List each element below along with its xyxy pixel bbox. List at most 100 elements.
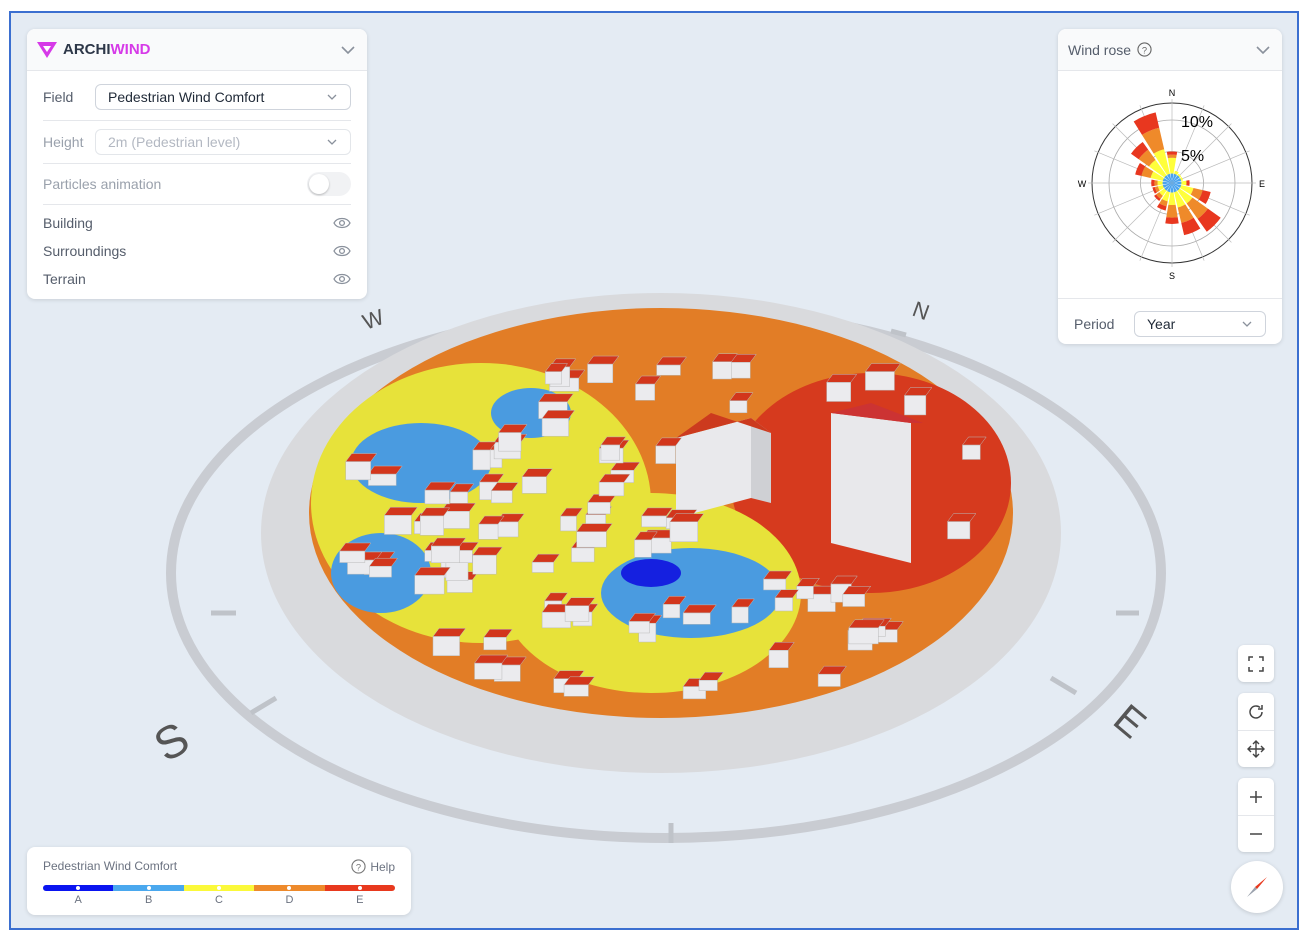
wind-rose-bar-W bbox=[1154, 180, 1158, 186]
wind-rose-bar-NNE bbox=[1174, 170, 1179, 175]
wind-rose-bar-S bbox=[1168, 192, 1176, 206]
wind-rose-bar-NW bbox=[1148, 159, 1167, 178]
help-icon: ? bbox=[351, 859, 366, 874]
building bbox=[424, 481, 456, 505]
building bbox=[430, 537, 467, 563]
wind-rose-bar-WNW bbox=[1141, 166, 1154, 179]
building bbox=[587, 494, 617, 515]
building bbox=[768, 642, 795, 668]
svg-text:?: ? bbox=[356, 862, 361, 872]
building bbox=[598, 473, 631, 497]
wind-rose-bar-SW bbox=[1159, 188, 1167, 196]
building bbox=[698, 671, 724, 691]
zoom-in-button[interactable] bbox=[1238, 778, 1274, 815]
wind-rose-bar-SSE bbox=[1181, 217, 1201, 236]
period-select[interactable]: Year bbox=[1134, 310, 1266, 337]
wind-rose-panel: Wind rose ? N S E W 5% 10% Period Year bbox=[1058, 29, 1282, 344]
wind-rose-bar-ESE bbox=[1198, 190, 1211, 205]
wind-rose-bar-WNW bbox=[1135, 162, 1146, 176]
wind-rose-label: W bbox=[1078, 179, 1087, 189]
wind-rose-label: 5% bbox=[1181, 148, 1204, 165]
legend-swatch bbox=[324, 885, 395, 891]
wind-rose-bar-NNW bbox=[1153, 149, 1170, 175]
rotate-button[interactable] bbox=[1238, 693, 1274, 730]
building bbox=[472, 546, 503, 575]
legend-swatch bbox=[113, 885, 184, 891]
layer-row: Surroundings bbox=[43, 237, 351, 265]
building bbox=[774, 589, 800, 612]
compass-button[interactable] bbox=[1231, 861, 1283, 913]
building bbox=[541, 603, 578, 629]
wind-rose-bar-NW bbox=[1130, 141, 1149, 160]
zoom-group bbox=[1238, 778, 1274, 852]
wind-rose-bar-NW bbox=[1138, 149, 1156, 167]
building bbox=[864, 363, 901, 391]
legend-class-label: B bbox=[144, 894, 153, 906]
wind-rose-label: N bbox=[1169, 88, 1176, 98]
wind-rose-bar-ESE bbox=[1180, 185, 1194, 195]
wind-rose-bar-ESE bbox=[1190, 187, 1203, 200]
zoom-out-button[interactable] bbox=[1238, 815, 1274, 852]
wind-rose-bar-SSW bbox=[1161, 191, 1170, 202]
particles-toggle[interactable] bbox=[307, 172, 351, 196]
fullscreen-button[interactable] bbox=[1238, 645, 1274, 682]
viewport[interactable]: W N E S ARCHIWIND Field Pedestrian Wind … bbox=[9, 11, 1299, 930]
wind-rose-bar-SE bbox=[1177, 188, 1193, 204]
building bbox=[576, 523, 613, 548]
period-label: Period bbox=[1074, 315, 1115, 332]
wind-rose-bar-SSE bbox=[1172, 183, 1178, 193]
eye-icon[interactable] bbox=[333, 216, 351, 230]
collapse-chevron-icon[interactable] bbox=[339, 41, 357, 59]
building bbox=[544, 363, 569, 385]
collapse-chevron-icon[interactable] bbox=[1254, 41, 1272, 59]
wind-rose-bar-W bbox=[1162, 181, 1172, 185]
wind-rose-bar-SSW bbox=[1166, 183, 1172, 193]
wind-rose-bar-NNW bbox=[1133, 112, 1160, 135]
building bbox=[368, 557, 399, 578]
wind-rose-bar-SE bbox=[1197, 208, 1221, 232]
building bbox=[345, 453, 378, 481]
legend-panel: Pedestrian Wind Comfort ? Help A B C D E bbox=[27, 847, 411, 915]
wind-rose-bar-WSW bbox=[1152, 186, 1158, 194]
wind-rose-bar-WNW bbox=[1162, 177, 1172, 183]
building bbox=[483, 629, 513, 651]
help-icon[interactable]: ? bbox=[1137, 42, 1152, 57]
building bbox=[712, 353, 738, 380]
layer-row: Terrain bbox=[43, 265, 351, 293]
wind-rose-label: 10% bbox=[1181, 114, 1213, 131]
wind-rose-bar-S bbox=[1170, 183, 1174, 193]
pan-button[interactable] bbox=[1238, 730, 1274, 767]
layer-row: Building bbox=[43, 209, 351, 237]
building bbox=[947, 513, 977, 540]
building bbox=[474, 654, 509, 680]
legend-class-label: A bbox=[74, 894, 82, 906]
layer-label: Surroundings bbox=[43, 243, 127, 259]
wind-rose-bar-N bbox=[1170, 173, 1174, 183]
wind-rose-bar-SE bbox=[1172, 183, 1180, 191]
chevron-down-icon bbox=[327, 94, 337, 100]
minus-icon bbox=[1250, 833, 1262, 835]
eye-icon[interactable] bbox=[333, 244, 351, 258]
legend-swatch bbox=[183, 885, 255, 891]
field-select[interactable]: Pedestrian Wind Comfort bbox=[95, 83, 351, 110]
building bbox=[962, 436, 987, 460]
building bbox=[628, 613, 656, 634]
help-link[interactable]: ? Help bbox=[351, 859, 395, 874]
wind-rose-bar-E bbox=[1186, 180, 1190, 186]
wind-rose-bar-N bbox=[1167, 154, 1177, 159]
wind-rose-bar-ENE bbox=[1172, 177, 1182, 183]
wind-rose-bar-NW bbox=[1164, 175, 1172, 183]
eye-icon[interactable] bbox=[333, 272, 351, 286]
3d-scene[interactable]: W N E S bbox=[11, 13, 1299, 930]
building bbox=[655, 437, 683, 464]
wind-rose-bar-NNE bbox=[1172, 173, 1178, 183]
compass-s-label: S bbox=[145, 711, 198, 771]
legend-class-label: E bbox=[356, 894, 364, 906]
building bbox=[817, 665, 847, 687]
wind-rose-bar-E bbox=[1181, 180, 1187, 186]
wind-rose-bar-E bbox=[1172, 181, 1182, 185]
building bbox=[521, 468, 553, 494]
building bbox=[414, 567, 451, 595]
height-select[interactable]: 2m (Pedestrian level) bbox=[95, 129, 351, 155]
building bbox=[478, 515, 505, 540]
